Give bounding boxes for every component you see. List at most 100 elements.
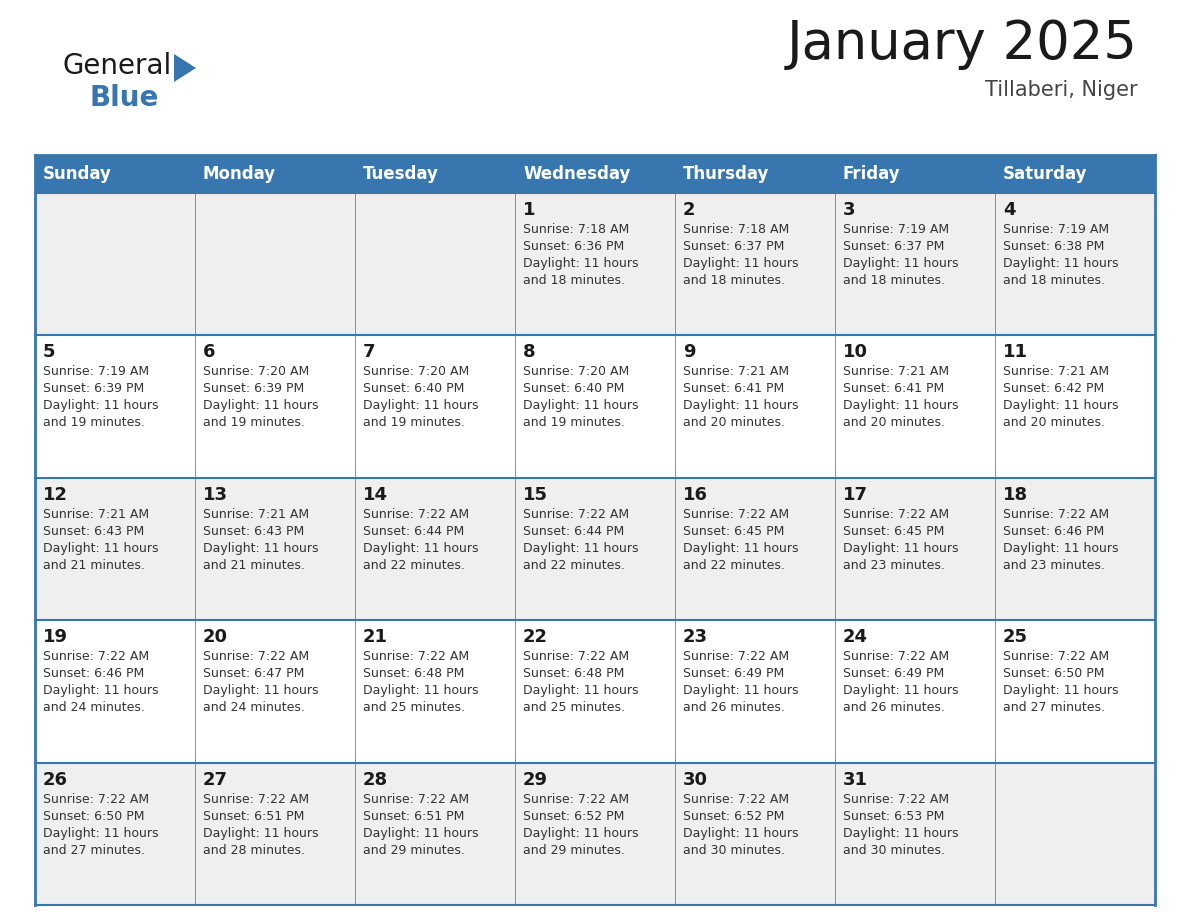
Text: Sunset: 6:37 PM: Sunset: 6:37 PM — [683, 240, 784, 253]
Text: Sunset: 6:38 PM: Sunset: 6:38 PM — [1003, 240, 1105, 253]
Text: 12: 12 — [43, 486, 68, 504]
Text: Sunrise: 7:20 AM: Sunrise: 7:20 AM — [523, 365, 630, 378]
Text: Sunset: 6:40 PM: Sunset: 6:40 PM — [523, 383, 625, 396]
Text: 30: 30 — [683, 770, 708, 789]
Text: General: General — [62, 52, 171, 80]
Bar — [195, 763, 355, 905]
Text: Sunrise: 7:21 AM: Sunrise: 7:21 AM — [203, 508, 309, 521]
Text: Daylight: 11 hours: Daylight: 11 hours — [523, 826, 638, 840]
Bar — [516, 621, 675, 763]
Text: Daylight: 11 hours: Daylight: 11 hours — [683, 826, 798, 840]
Text: Sunset: 6:37 PM: Sunset: 6:37 PM — [843, 240, 944, 253]
Text: Daylight: 11 hours: Daylight: 11 hours — [843, 399, 959, 412]
Text: and 24 minutes.: and 24 minutes. — [203, 701, 305, 714]
Text: Tillaberi, Niger: Tillaberi, Niger — [985, 80, 1138, 100]
Text: Daylight: 11 hours: Daylight: 11 hours — [843, 684, 959, 697]
Bar — [34, 155, 195, 193]
Text: 24: 24 — [843, 628, 868, 646]
Text: 26: 26 — [43, 770, 68, 789]
Text: 21: 21 — [364, 628, 388, 646]
Text: Sunset: 6:51 PM: Sunset: 6:51 PM — [203, 810, 304, 823]
Text: and 18 minutes.: and 18 minutes. — [683, 274, 785, 287]
Text: 7: 7 — [364, 343, 375, 362]
Text: 2: 2 — [683, 201, 695, 219]
Text: and 21 minutes.: and 21 minutes. — [203, 559, 305, 572]
Text: Sunset: 6:48 PM: Sunset: 6:48 PM — [364, 667, 465, 680]
Text: and 23 minutes.: and 23 minutes. — [843, 559, 944, 572]
Bar — [996, 335, 1155, 477]
Text: Daylight: 11 hours: Daylight: 11 hours — [203, 826, 318, 840]
Bar — [516, 335, 675, 477]
Text: 28: 28 — [364, 770, 388, 789]
Text: and 24 minutes.: and 24 minutes. — [43, 701, 145, 714]
Bar — [835, 477, 996, 621]
Text: Sunset: 6:46 PM: Sunset: 6:46 PM — [1003, 525, 1105, 538]
Bar — [195, 193, 355, 335]
Bar — [675, 621, 835, 763]
Text: and 27 minutes.: and 27 minutes. — [1003, 701, 1105, 714]
Text: and 18 minutes.: and 18 minutes. — [523, 274, 625, 287]
Text: Monday: Monday — [203, 165, 276, 183]
Text: and 23 minutes.: and 23 minutes. — [1003, 559, 1105, 572]
Text: and 19 minutes.: and 19 minutes. — [43, 417, 145, 430]
Text: Sunrise: 7:22 AM: Sunrise: 7:22 AM — [203, 792, 309, 806]
Text: and 21 minutes.: and 21 minutes. — [43, 559, 145, 572]
Text: 6: 6 — [203, 343, 215, 362]
Bar — [34, 335, 195, 477]
Text: Sunset: 6:41 PM: Sunset: 6:41 PM — [683, 383, 784, 396]
Bar — [675, 477, 835, 621]
Text: Daylight: 11 hours: Daylight: 11 hours — [683, 684, 798, 697]
Bar — [195, 621, 355, 763]
Text: Sunset: 6:39 PM: Sunset: 6:39 PM — [203, 383, 304, 396]
Bar — [835, 763, 996, 905]
Text: Sunset: 6:53 PM: Sunset: 6:53 PM — [843, 810, 944, 823]
Text: 16: 16 — [683, 486, 708, 504]
Bar — [835, 155, 996, 193]
Text: Sunrise: 7:22 AM: Sunrise: 7:22 AM — [1003, 508, 1110, 521]
Text: and 25 minutes.: and 25 minutes. — [364, 701, 465, 714]
Text: 4: 4 — [1003, 201, 1016, 219]
Text: and 22 minutes.: and 22 minutes. — [683, 559, 785, 572]
Polygon shape — [173, 54, 196, 82]
Text: 11: 11 — [1003, 343, 1028, 362]
Text: and 30 minutes.: and 30 minutes. — [683, 844, 785, 856]
Text: Sunrise: 7:20 AM: Sunrise: 7:20 AM — [364, 365, 469, 378]
Text: Sunrise: 7:21 AM: Sunrise: 7:21 AM — [843, 365, 949, 378]
Bar — [516, 193, 675, 335]
Bar — [195, 155, 355, 193]
Text: Sunset: 6:41 PM: Sunset: 6:41 PM — [843, 383, 944, 396]
Text: Sunrise: 7:21 AM: Sunrise: 7:21 AM — [43, 508, 150, 521]
Text: and 19 minutes.: and 19 minutes. — [203, 417, 305, 430]
Text: and 27 minutes.: and 27 minutes. — [43, 844, 145, 856]
Bar — [675, 763, 835, 905]
Text: Sunday: Sunday — [43, 165, 112, 183]
Text: Sunrise: 7:22 AM: Sunrise: 7:22 AM — [683, 792, 789, 806]
Text: 25: 25 — [1003, 628, 1028, 646]
Text: Daylight: 11 hours: Daylight: 11 hours — [364, 542, 479, 554]
Text: Sunrise: 7:20 AM: Sunrise: 7:20 AM — [203, 365, 309, 378]
Bar — [355, 155, 516, 193]
Text: Sunrise: 7:21 AM: Sunrise: 7:21 AM — [1003, 365, 1110, 378]
Text: Sunset: 6:49 PM: Sunset: 6:49 PM — [843, 667, 944, 680]
Text: Sunrise: 7:22 AM: Sunrise: 7:22 AM — [523, 650, 630, 663]
Text: Daylight: 11 hours: Daylight: 11 hours — [523, 399, 638, 412]
Text: Sunset: 6:45 PM: Sunset: 6:45 PM — [683, 525, 784, 538]
Bar — [34, 193, 195, 335]
Text: Sunset: 6:40 PM: Sunset: 6:40 PM — [364, 383, 465, 396]
Text: 19: 19 — [43, 628, 68, 646]
Text: 13: 13 — [203, 486, 228, 504]
Text: 31: 31 — [843, 770, 868, 789]
Text: and 19 minutes.: and 19 minutes. — [364, 417, 465, 430]
Text: Sunrise: 7:22 AM: Sunrise: 7:22 AM — [523, 792, 630, 806]
Text: 3: 3 — [843, 201, 855, 219]
Text: 27: 27 — [203, 770, 228, 789]
Text: Sunset: 6:36 PM: Sunset: 6:36 PM — [523, 240, 624, 253]
Text: Daylight: 11 hours: Daylight: 11 hours — [1003, 542, 1118, 554]
Text: Sunrise: 7:19 AM: Sunrise: 7:19 AM — [1003, 223, 1110, 236]
Bar — [355, 621, 516, 763]
Text: Sunrise: 7:22 AM: Sunrise: 7:22 AM — [364, 508, 469, 521]
Text: Daylight: 11 hours: Daylight: 11 hours — [203, 542, 318, 554]
Text: Sunrise: 7:22 AM: Sunrise: 7:22 AM — [843, 792, 949, 806]
Text: and 18 minutes.: and 18 minutes. — [1003, 274, 1105, 287]
Text: 17: 17 — [843, 486, 868, 504]
